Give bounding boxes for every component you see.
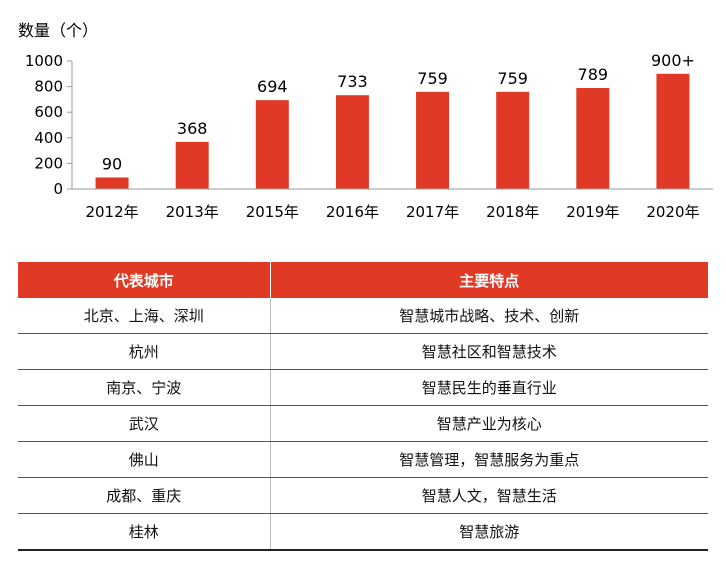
bar: [656, 73, 690, 189]
bar: [95, 177, 129, 189]
data-label: 694: [257, 77, 288, 96]
table-row: 北京、上海、深圳 智慧城市战略、技术、创新: [18, 298, 708, 334]
x-tick-label: 2020年: [646, 203, 699, 221]
table-header-row: 代表城市 主要特点: [18, 262, 708, 298]
feature-cell: 智慧管理，智慧服务为重点: [270, 441, 708, 478]
bar: [175, 141, 209, 189]
y-tick-label: 600: [34, 103, 63, 121]
data-label: 368: [177, 119, 208, 138]
bar-chart: 数量（个） 0 200 400 600 800 1000 90 368 694 733 759 75…: [18, 21, 713, 221]
bar: [335, 95, 369, 189]
x-tick-label: 2018年: [486, 203, 539, 221]
data-label: 733: [337, 72, 368, 91]
header-feature: 主要特点: [270, 262, 708, 298]
feature-cell: 智慧旅游: [270, 513, 708, 551]
data-label: 759: [497, 69, 528, 88]
x-tick-label: 2016年: [326, 203, 379, 221]
feature-cell: 智慧城市战略、技术、创新: [270, 298, 708, 334]
x-tick-label: 2017年: [406, 203, 459, 221]
bar: [416, 91, 450, 189]
table-row: 成都、重庆 智慧人文，智慧生活: [18, 477, 708, 514]
city-cell: 武汉: [18, 405, 271, 442]
data-label: 90: [102, 154, 122, 173]
city-cell: 佛山: [18, 441, 271, 478]
y-axis-unit-label: 数量（个）: [18, 21, 98, 40]
city-cell: 桂林: [18, 513, 271, 551]
data-label: 789: [578, 65, 609, 84]
y-tick-label: 1000: [25, 52, 63, 70]
bar: [496, 91, 530, 189]
bar: [255, 100, 289, 189]
table-row: 桂林 智慧旅游: [18, 513, 708, 551]
x-tick-label: 2019年: [566, 203, 619, 221]
y-tick-label: 200: [34, 154, 63, 172]
table-row: 杭州 智慧社区和智慧技术: [18, 333, 708, 370]
table-row: 武汉 智慧产业为核心: [18, 405, 708, 442]
city-cell: 杭州: [18, 333, 271, 370]
x-tick-label: 2015年: [246, 203, 299, 221]
y-tick-label: 400: [34, 129, 63, 147]
feature-cell: 智慧产业为核心: [270, 405, 708, 442]
city-cell: 南京、宁波: [18, 369, 271, 406]
feature-cell: 智慧人文，智慧生活: [270, 477, 708, 514]
feature-cell: 智慧民生的垂直行业: [270, 369, 708, 406]
data-label: 900+: [651, 51, 695, 70]
feature-cell: 智慧社区和智慧技术: [270, 333, 708, 370]
header-city: 代表城市: [18, 262, 271, 298]
x-tick-label: 2012年: [85, 203, 138, 221]
table-row: 南京、宁波 智慧民生的垂直行业: [18, 369, 708, 406]
data-label: 759: [417, 69, 448, 88]
y-tick-label: 800: [34, 78, 63, 96]
city-cell: 成都、重庆: [18, 477, 271, 514]
city-cell: 北京、上海、深圳: [18, 298, 271, 334]
bar: [576, 88, 610, 189]
table-row: 佛山 智慧管理，智慧服务为重点: [18, 441, 708, 478]
y-tick-label: 0: [53, 180, 63, 198]
x-tick-label: 2013年: [166, 203, 219, 221]
city-features-table: 代表城市 主要特点 北京、上海、深圳 智慧城市战略、技术、创新 杭州 智慧社区和…: [18, 262, 708, 551]
